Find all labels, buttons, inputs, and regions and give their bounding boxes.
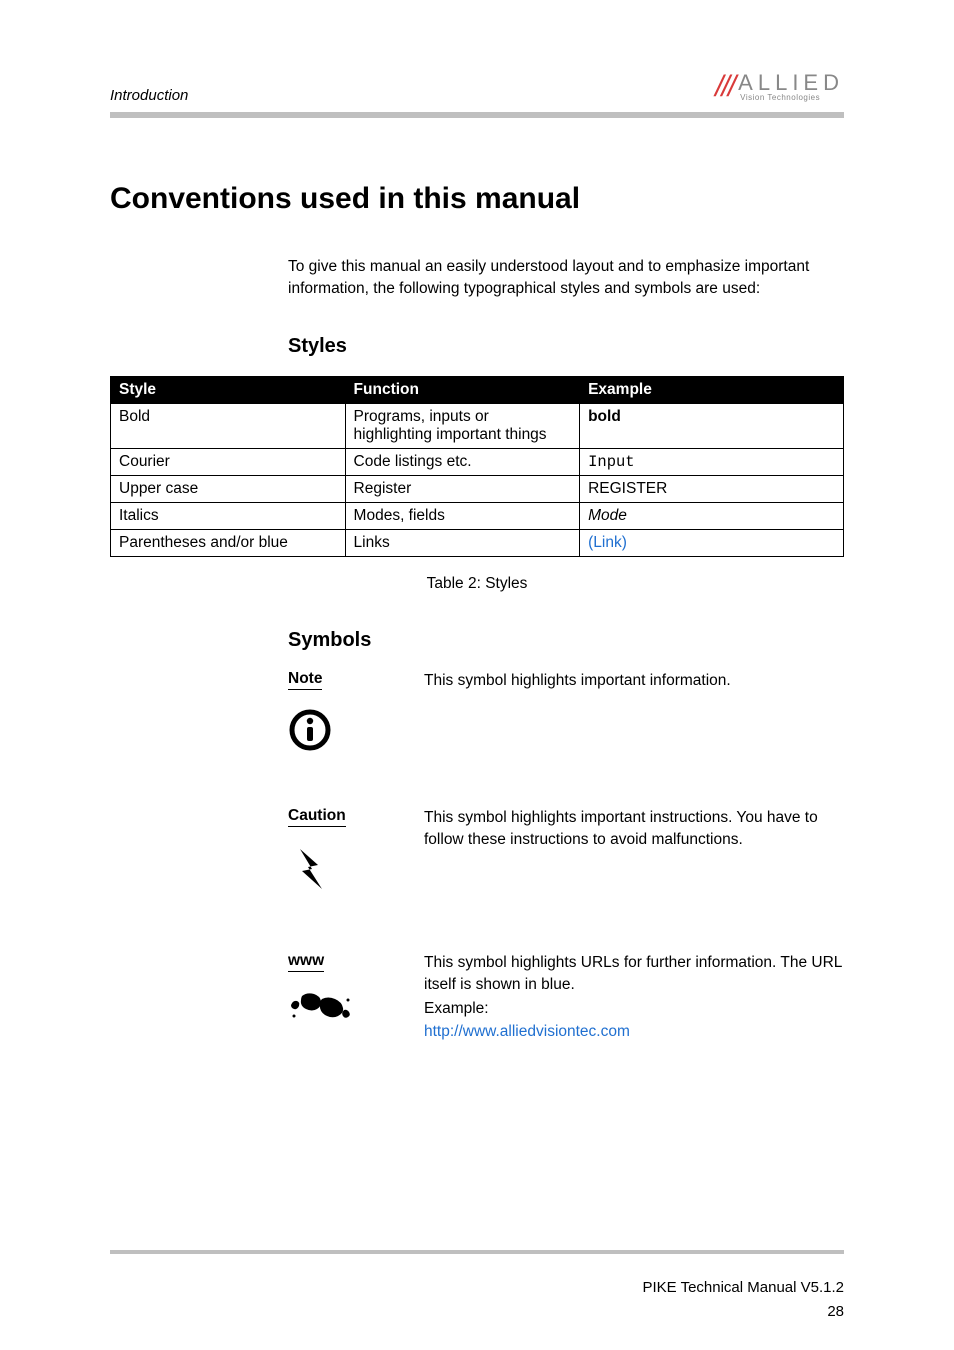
table-row: Bold Programs, inputs or highlighting im… xyxy=(111,404,844,449)
cell-style: Italics xyxy=(111,503,346,530)
caution-label: Caution xyxy=(288,807,346,827)
table-caption: Table 2: Styles xyxy=(110,575,844,593)
header-rule xyxy=(110,112,844,118)
intro-paragraph: To give this manual an easily understood… xyxy=(288,256,844,299)
footer-doc: PIKE Technical Manual V5.1.2 xyxy=(642,1279,844,1296)
table-header-row: Style Function Example xyxy=(111,377,844,404)
logo-main: ALLIED xyxy=(738,72,844,94)
world-map-icon xyxy=(288,990,396,1029)
styles-heading: Styles xyxy=(288,335,844,358)
note-desc: This symbol highlights important informa… xyxy=(424,670,731,757)
cell-example: REGISTER xyxy=(580,476,844,503)
logo-sub: Vision Technologies xyxy=(738,94,844,102)
cell-example: Input xyxy=(580,449,844,476)
www-block: www This symbol highlights URLs for furt… xyxy=(288,952,844,1045)
cell-function: Code listings etc. xyxy=(345,449,580,476)
table-row: Italics Modes, fields Mode xyxy=(111,503,844,530)
www-desc: This symbol highlights URLs for further … xyxy=(424,952,844,1045)
caution-symbol-col: Caution xyxy=(288,807,396,902)
table-row: Courier Code listings etc. Input xyxy=(111,449,844,476)
cell-style: Parentheses and/or blue xyxy=(111,530,346,557)
cell-example: bold xyxy=(580,404,844,449)
cell-function: Register xyxy=(345,476,580,503)
example-link[interactable]: (Link) xyxy=(588,534,627,551)
symbols-heading: Symbols xyxy=(288,629,844,652)
note-symbol-col: Note xyxy=(288,670,396,757)
www-symbol-col: www xyxy=(288,952,396,1045)
lightning-icon xyxy=(288,845,396,902)
logo-slashes-icon: /// xyxy=(715,70,734,104)
header-section-title: Introduction xyxy=(110,87,188,104)
caution-desc: This symbol highlights important instruc… xyxy=(424,807,844,902)
cell-style: Upper case xyxy=(111,476,346,503)
styles-table: Style Function Example Bold Programs, in… xyxy=(110,376,844,557)
col-style-header: Style xyxy=(111,377,346,404)
www-desc-line1: This symbol highlights URLs for further … xyxy=(424,952,844,995)
cell-example: Mode xyxy=(580,503,844,530)
page-title: Conventions used in this manual xyxy=(110,182,844,216)
table-row: Parentheses and/or blue Links (Link) xyxy=(111,530,844,557)
cell-function: Programs, inputs or highlighting importa… xyxy=(345,404,580,449)
cell-function: Links xyxy=(345,530,580,557)
cell-function: Modes, fields xyxy=(345,503,580,530)
footer-rule xyxy=(110,1250,844,1254)
note-label: Note xyxy=(288,670,322,690)
info-icon xyxy=(288,708,396,757)
cell-style: Courier xyxy=(111,449,346,476)
page-number: 28 xyxy=(827,1303,844,1320)
page-header: Introduction /// ALLIED Vision Technolog… xyxy=(110,70,844,104)
col-example-header: Example xyxy=(580,377,844,404)
logo: /// ALLIED Vision Technologies xyxy=(715,70,844,104)
col-function-header: Function xyxy=(345,377,580,404)
www-url-link[interactable]: http://www.alliedvisiontec.com xyxy=(424,1023,630,1040)
example-bold: bold xyxy=(588,408,621,425)
note-block: Note This symbol highlights important in… xyxy=(288,670,844,757)
caution-block: Caution This symbol highlights important… xyxy=(288,807,844,902)
cell-example: (Link) xyxy=(580,530,844,557)
table-row: Upper case Register REGISTER xyxy=(111,476,844,503)
logo-text: ALLIED Vision Technologies xyxy=(738,72,844,102)
www-label: www xyxy=(288,952,324,972)
cell-style: Bold xyxy=(111,404,346,449)
www-desc-line2: Example: xyxy=(424,998,844,1020)
